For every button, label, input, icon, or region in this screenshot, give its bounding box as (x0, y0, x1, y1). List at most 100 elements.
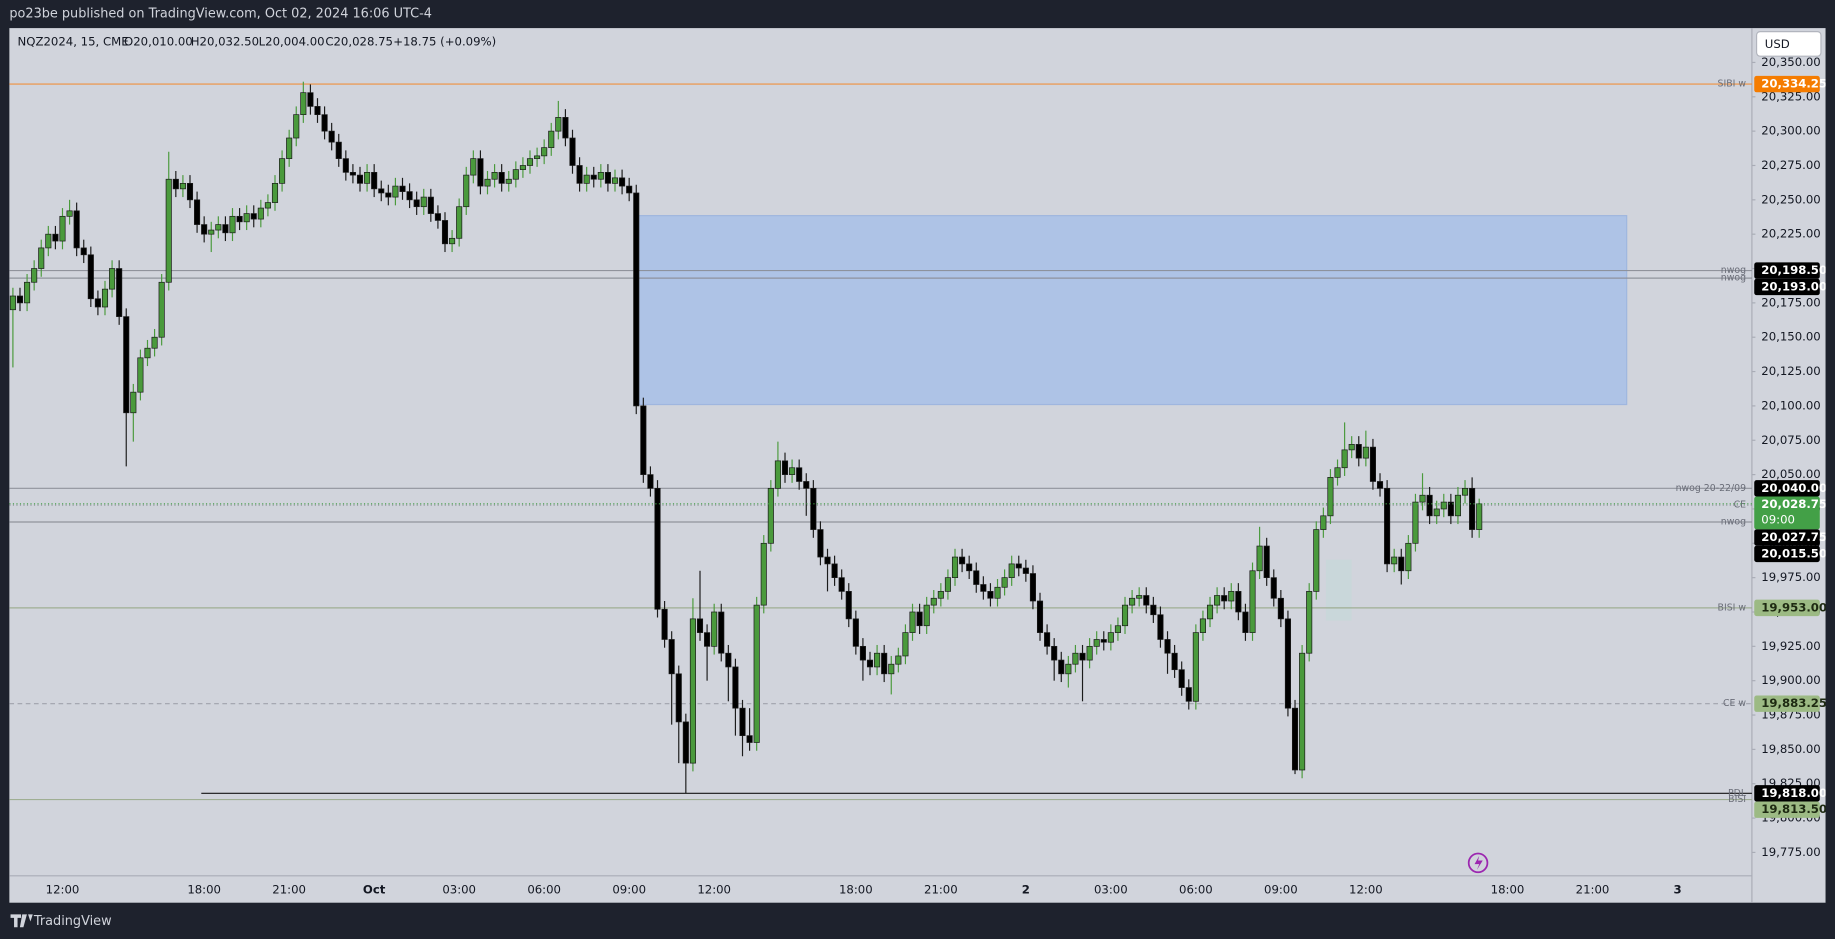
y-tick-label: 19,975.00 (1761, 570, 1820, 584)
candle-body-down (321, 114, 328, 132)
candle-body-down (1036, 600, 1044, 633)
x-tick-label: 03:00 (1094, 882, 1128, 896)
candle-body-up (38, 247, 45, 269)
price-tag (1754, 695, 1820, 712)
candle-body-up (1405, 542, 1412, 572)
x-tick-label: 21:00 (272, 882, 306, 896)
candle-body-down (1143, 595, 1150, 606)
price-tag-label: 20,198.50 (1761, 263, 1827, 277)
candle-body-down (562, 117, 569, 139)
candle-body-up (24, 281, 31, 304)
candle-body-up (874, 652, 881, 668)
candle-body-up (711, 611, 718, 647)
price-tag-label: 20,028.75 (1761, 497, 1827, 511)
candle-body-down (1284, 618, 1291, 709)
legend-close: C20,028.75 (325, 35, 393, 49)
legend-symbol: NQZ2024, 15, CME (18, 35, 129, 49)
axis-layer: 20,350.00 20,325.00 20,300.00 20,275.00 20,2… (46, 55, 1827, 896)
candle-body-down (732, 666, 739, 709)
candle-body-up (158, 281, 165, 338)
candle-body-up (689, 618, 696, 764)
candle-body-down (413, 199, 420, 208)
candle-body-up (526, 158, 534, 166)
candle-body-up (1306, 591, 1313, 654)
candle-body-down (654, 487, 661, 610)
plot-area (9, 28, 1752, 876)
x-tick-label: 09:00 (612, 882, 646, 896)
candle-body-down (647, 474, 654, 489)
candle-body-up (944, 577, 951, 592)
edge (1825, 28, 1835, 903)
candle-body-down (1079, 652, 1086, 661)
alert-icon[interactable] (1467, 852, 1489, 874)
candle-body-up (597, 172, 604, 180)
candle-body-up (1072, 652, 1079, 665)
candle-body-up (144, 347, 151, 359)
candle-body-down (746, 735, 753, 743)
candle-body-down (1058, 659, 1065, 675)
candle-body-up (1299, 652, 1306, 771)
candle-body-down (973, 570, 980, 585)
candle-body-down (604, 172, 611, 184)
price-tag-label: 19,883.25 (1761, 696, 1827, 710)
price-tag-label: 20,015.50 (1761, 546, 1827, 560)
brand-logo (10, 914, 33, 928)
x-tick-label: 06:00 (1179, 882, 1213, 896)
y-tick-label: 20,100.00 (1761, 398, 1820, 412)
candle-body-up (208, 229, 215, 235)
candle-body-down (16, 295, 24, 304)
x-tick-label: 21:00 (924, 882, 958, 896)
candle-body-up (1192, 632, 1199, 702)
level-name: CE (1734, 500, 1747, 511)
y-tick-label: 20,075.00 (1761, 433, 1820, 447)
candle-body-down (831, 563, 838, 578)
candle-body-up (1093, 639, 1100, 647)
candle-body-down (916, 611, 923, 627)
candle-body-up (895, 655, 902, 665)
candle-body-down (1263, 545, 1270, 578)
candle-body-up (364, 172, 371, 184)
x-tick-label: 3 (1673, 882, 1681, 896)
candle-body-up (923, 604, 930, 627)
candle-body-down (427, 196, 434, 214)
level-name: BISI w (1718, 602, 1747, 613)
candle-body-up (229, 215, 236, 234)
candle-body-up (420, 196, 427, 208)
time-axis (9, 875, 1752, 903)
candle-body-down (441, 220, 449, 245)
candle-body-down (87, 254, 94, 300)
candle-body-down (881, 652, 888, 675)
x-tick-label: 09:00 (1264, 882, 1298, 896)
candle-body-up (760, 542, 767, 606)
candle-body-up (137, 357, 144, 393)
candle-body-down (335, 141, 342, 159)
candle-body-down (73, 210, 80, 249)
price-tag-label: 20,027.75 (1761, 530, 1827, 544)
level-name: nwog (1721, 517, 1746, 528)
candle-body-down (236, 215, 243, 223)
candle-body-up (293, 114, 300, 139)
candle-body-up (165, 178, 172, 283)
candle-body-up (130, 391, 137, 414)
price-tag (1754, 785, 1820, 802)
candle-body-down (172, 178, 179, 190)
candle-body-up (1454, 494, 1461, 517)
candle-body-up (937, 591, 944, 599)
brand: TradingView (33, 914, 112, 929)
y-tick-label: 20,175.00 (1761, 295, 1820, 309)
candle-body-down (959, 556, 966, 565)
price-axis (1751, 28, 1826, 903)
candle-body-down (718, 611, 725, 654)
candle-body-down (328, 130, 335, 143)
y-tick-label: 20,325.00 (1761, 89, 1820, 103)
currency[interactable]: USD (1765, 37, 1790, 51)
level-name: CE w (1723, 698, 1746, 709)
currency-button[interactable] (1756, 31, 1822, 57)
candle-body-up (909, 611, 916, 633)
candle-body-up (1001, 577, 1008, 588)
candle-body-up (505, 178, 512, 184)
candle-body-down (1277, 597, 1284, 620)
candle-body-down (1398, 556, 1405, 572)
candle-body-down (640, 405, 647, 475)
